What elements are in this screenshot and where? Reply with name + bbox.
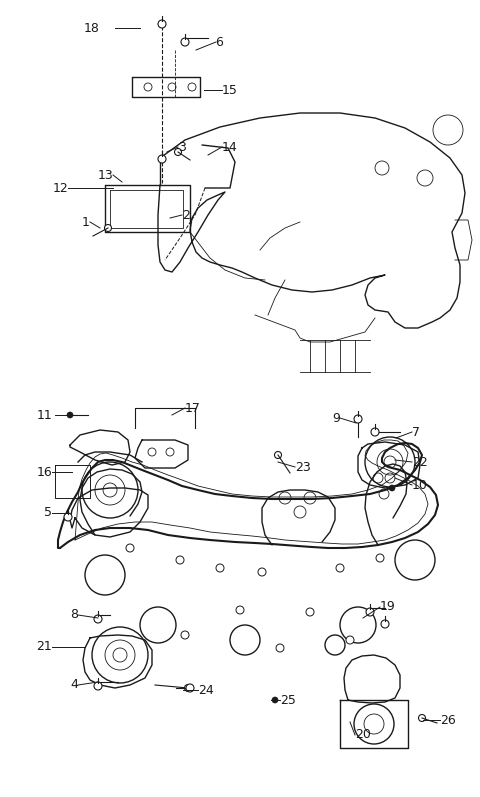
Text: 22: 22 [412, 456, 428, 469]
Text: 13: 13 [97, 168, 113, 182]
Circle shape [64, 513, 72, 521]
Circle shape [67, 412, 73, 418]
Circle shape [176, 556, 184, 564]
Text: 14: 14 [222, 140, 238, 154]
Circle shape [336, 564, 344, 572]
Circle shape [354, 415, 362, 423]
Circle shape [186, 684, 194, 692]
Text: 10: 10 [412, 478, 428, 492]
Circle shape [236, 606, 244, 614]
Circle shape [389, 485, 395, 491]
Circle shape [94, 615, 102, 623]
Text: 25: 25 [280, 693, 296, 706]
Text: 24: 24 [198, 684, 214, 697]
Text: 19: 19 [380, 600, 396, 614]
Text: 4: 4 [70, 678, 78, 692]
Text: 23: 23 [295, 461, 311, 473]
Text: 5: 5 [44, 507, 52, 520]
Circle shape [366, 608, 374, 616]
Circle shape [184, 685, 192, 692]
Text: 1: 1 [82, 215, 90, 229]
Circle shape [94, 682, 102, 690]
Circle shape [276, 644, 284, 652]
Text: 3: 3 [178, 140, 186, 154]
Text: 20: 20 [355, 728, 371, 741]
Text: 2: 2 [182, 209, 190, 222]
Circle shape [381, 620, 389, 628]
Circle shape [275, 451, 281, 458]
Text: 18: 18 [84, 22, 100, 34]
Text: 6: 6 [215, 36, 223, 49]
Text: 12: 12 [52, 182, 68, 194]
Circle shape [126, 544, 134, 552]
Circle shape [175, 148, 181, 155]
Text: 15: 15 [222, 84, 238, 96]
Circle shape [181, 38, 189, 46]
Circle shape [419, 714, 425, 721]
Circle shape [306, 608, 314, 616]
Circle shape [371, 428, 379, 436]
Circle shape [272, 697, 278, 703]
Text: 17: 17 [185, 402, 201, 414]
Circle shape [376, 554, 384, 562]
Text: 9: 9 [332, 411, 340, 425]
Text: 21: 21 [36, 641, 52, 654]
Circle shape [216, 564, 224, 572]
Text: 8: 8 [70, 608, 78, 622]
Circle shape [158, 155, 166, 163]
Text: 11: 11 [36, 409, 52, 422]
Text: 16: 16 [36, 465, 52, 478]
Circle shape [346, 636, 354, 644]
Text: 26: 26 [440, 713, 456, 727]
Circle shape [258, 568, 266, 576]
Circle shape [105, 225, 111, 231]
Circle shape [181, 631, 189, 639]
Text: 7: 7 [412, 426, 420, 438]
Circle shape [158, 20, 166, 28]
